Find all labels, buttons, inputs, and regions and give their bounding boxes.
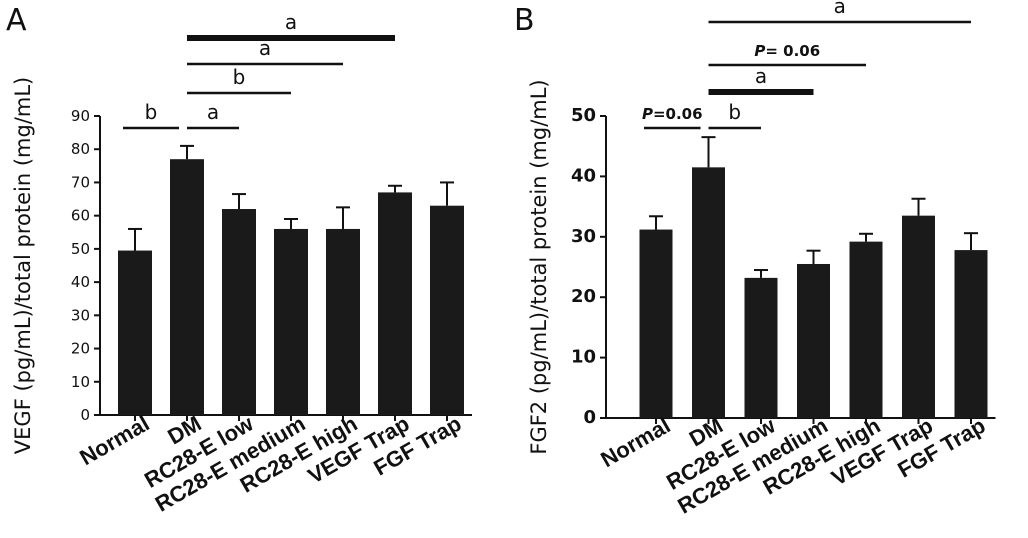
significance-label: b: [728, 100, 741, 124]
panel-a: A 0 10 20 30 40 50 60 70 80 90 VEGF (pg/mL)/total p…: [6, 3, 472, 517]
panel-label: A: [6, 3, 27, 38]
y-axis-label: VEGF (pg/mL)/total protein (mg/mL): [11, 77, 35, 454]
y-tick-label: 80: [71, 140, 90, 158]
bar: [222, 209, 256, 415]
significance-label: b: [233, 65, 246, 89]
significance-label: b: [145, 100, 158, 124]
y-tick-label: 40: [71, 273, 90, 291]
y-axis-label: FGF2 (pg/mL)/total protein (mg/mL): [527, 79, 551, 454]
significance-label: a: [285, 10, 297, 34]
bar: [430, 205, 464, 415]
y-tick-label: 20: [71, 340, 90, 358]
y-tick-label: 10: [571, 347, 596, 368]
y-tick-label: 30: [71, 306, 90, 324]
bar: [274, 228, 308, 415]
x-tick-label: Normal: [596, 413, 674, 473]
panel-b: B 0 10 20 30 40 50 FGF2 (pg/mL)/total protein (…: [514, 0, 996, 519]
bar: [378, 192, 412, 415]
y-tick-label: 60: [71, 207, 90, 225]
y-tick-label: 10: [71, 373, 90, 391]
y-tick-label: 0: [80, 406, 90, 424]
significance-label: a: [207, 100, 219, 124]
y-tick-label: 20: [571, 286, 596, 307]
y-tick-label: 70: [71, 173, 90, 191]
y-tick-label: 90: [71, 107, 90, 125]
significance-label: a: [834, 0, 846, 18]
significance-label: a: [755, 64, 767, 88]
significance-label: P=0.06: [642, 105, 703, 123]
bar: [639, 229, 673, 418]
bar: [118, 250, 152, 415]
bar: [954, 250, 988, 418]
bar: [692, 167, 725, 418]
panel-label: B: [514, 3, 535, 38]
y-tick-label: 0: [583, 407, 596, 428]
bar: [849, 241, 883, 418]
bar: [797, 263, 830, 418]
y-tick-label: 30: [571, 226, 596, 247]
bar: [902, 215, 935, 418]
y-tick-label: 50: [71, 240, 90, 258]
bar: [326, 228, 360, 415]
significance-label: P= 0.06: [754, 42, 820, 60]
significance-label: a: [259, 36, 271, 60]
y-tick-label: 40: [571, 165, 596, 186]
bar: [744, 277, 778, 418]
bar: [170, 159, 204, 415]
y-tick-label: 50: [571, 105, 596, 126]
